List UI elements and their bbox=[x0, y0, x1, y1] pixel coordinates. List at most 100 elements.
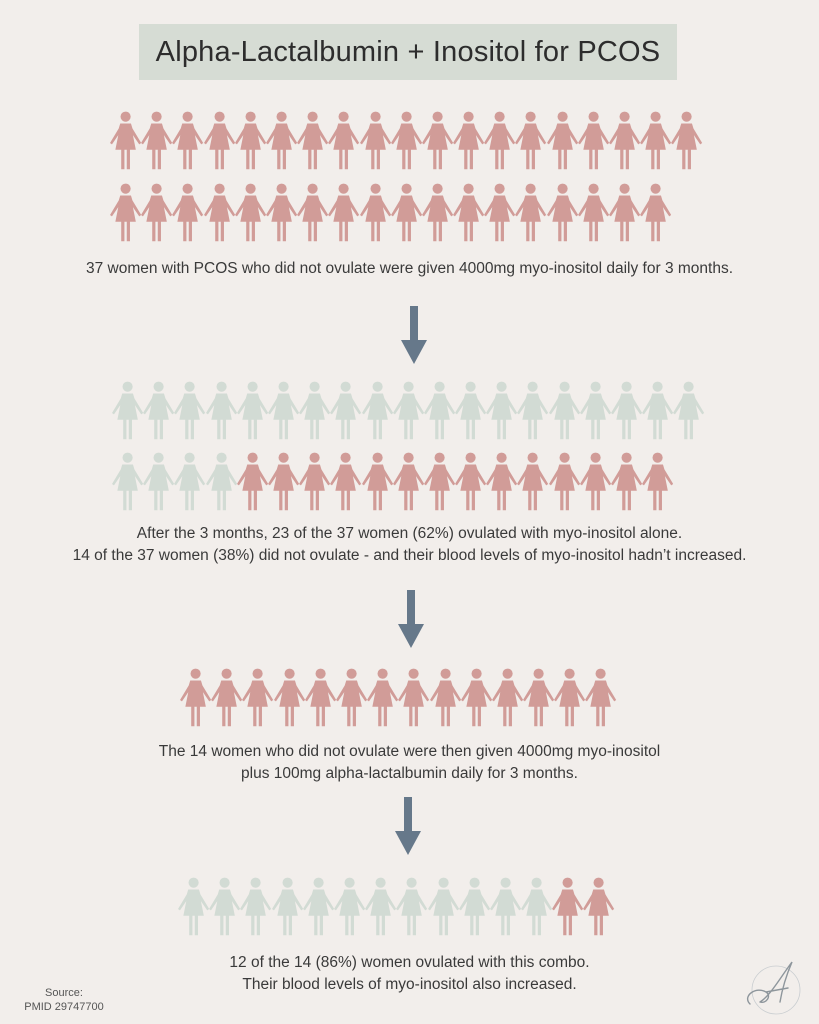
woman-figure-icon bbox=[453, 182, 485, 244]
woman-figure-icon bbox=[521, 876, 553, 938]
woman-figure-icon bbox=[328, 182, 360, 244]
woman-figure-icon bbox=[330, 380, 362, 442]
woman-figure-icon bbox=[523, 667, 555, 729]
woman-figure-icon bbox=[236, 380, 268, 442]
woman-figure-icon bbox=[265, 110, 298, 172]
woman-figure-icon bbox=[297, 110, 329, 172]
woman-figure-icon bbox=[517, 380, 549, 442]
woman-figure-icon bbox=[421, 110, 454, 172]
woman-figure-icon bbox=[365, 876, 397, 938]
figure-row bbox=[112, 451, 674, 513]
woman-figure-icon bbox=[491, 667, 524, 729]
arrow-down-icon bbox=[395, 797, 421, 855]
woman-figure-icon bbox=[396, 876, 428, 938]
woman-figure-icon bbox=[552, 876, 584, 938]
source-note: Source: PMID 29747700 bbox=[14, 986, 114, 1014]
woman-figure-icon bbox=[577, 110, 609, 172]
figure-row bbox=[178, 876, 615, 938]
woman-figure-icon bbox=[390, 110, 422, 172]
woman-figure-icon bbox=[671, 110, 703, 172]
woman-figure-icon bbox=[174, 451, 206, 513]
woman-figure-icon bbox=[302, 876, 334, 938]
woman-figure-icon bbox=[486, 380, 518, 442]
woman-figure-icon bbox=[299, 380, 331, 442]
woman-figure-icon bbox=[554, 667, 586, 729]
woman-figure-icon bbox=[240, 876, 272, 938]
woman-figure-icon bbox=[583, 876, 615, 938]
figure-row bbox=[112, 380, 705, 442]
woman-figure-icon bbox=[172, 110, 204, 172]
woman-figure-icon bbox=[673, 380, 705, 442]
woman-figure-icon bbox=[611, 380, 643, 442]
woman-figure-icon bbox=[234, 110, 266, 172]
woman-figure-icon bbox=[611, 451, 643, 513]
figure-row bbox=[110, 182, 672, 244]
woman-figure-icon bbox=[361, 451, 393, 513]
source-label: Source: bbox=[45, 987, 83, 999]
woman-figure-icon bbox=[609, 182, 641, 244]
woman-figure-icon bbox=[297, 182, 329, 244]
caption-line: 14 of the 37 women (38%) did not ovulate… bbox=[72, 547, 747, 564]
woman-figure-icon bbox=[178, 876, 210, 938]
woman-figure-icon bbox=[267, 380, 300, 442]
woman-figure-icon bbox=[489, 876, 522, 938]
caption-line: After the 3 months, 23 of the 37 women (… bbox=[136, 525, 683, 542]
woman-figure-icon bbox=[517, 451, 549, 513]
woman-figure-icon bbox=[367, 667, 399, 729]
woman-figure-icon bbox=[484, 182, 516, 244]
caption-line: plus 100mg alpha-lactalbumin daily for 3… bbox=[241, 765, 578, 782]
caption-line: Their blood levels of myo-inositol also … bbox=[242, 976, 577, 993]
caption-line: 37 women with PCOS who did not ovulate w… bbox=[85, 260, 734, 277]
woman-figure-icon bbox=[453, 110, 485, 172]
woman-figure-icon bbox=[460, 667, 492, 729]
woman-figure-icon bbox=[205, 380, 237, 442]
woman-figure-icon bbox=[141, 110, 173, 172]
woman-figure-icon bbox=[640, 182, 672, 244]
woman-figure-icon bbox=[427, 876, 459, 938]
woman-figure-icon bbox=[484, 110, 516, 172]
woman-figure-icon bbox=[236, 451, 268, 513]
woman-figure-icon bbox=[359, 182, 391, 244]
caption-combo-treatment: The 14 women who did not ovulate were th… bbox=[0, 741, 819, 785]
woman-figure-icon bbox=[577, 182, 609, 244]
woman-figure-icon bbox=[423, 380, 456, 442]
woman-figure-icon bbox=[174, 380, 206, 442]
woman-figure-icon bbox=[328, 110, 360, 172]
woman-figure-icon bbox=[299, 451, 331, 513]
woman-figure-icon bbox=[640, 110, 672, 172]
woman-figure-icon bbox=[172, 182, 204, 244]
woman-figure-icon bbox=[143, 451, 175, 513]
woman-figure-icon bbox=[361, 380, 393, 442]
woman-figure-icon bbox=[209, 876, 241, 938]
woman-figure-icon bbox=[579, 380, 611, 442]
woman-figure-icon bbox=[579, 451, 611, 513]
woman-figure-icon bbox=[333, 876, 366, 938]
script-a-logo-icon bbox=[736, 952, 806, 1018]
caption-line: The 14 women who did not ovulate were th… bbox=[158, 743, 661, 760]
woman-figure-icon bbox=[110, 110, 142, 172]
woman-figure-icon bbox=[141, 182, 173, 244]
woman-figure-icon bbox=[390, 182, 422, 244]
woman-figure-icon bbox=[398, 667, 430, 729]
woman-figure-icon bbox=[180, 667, 212, 729]
woman-figure-icon bbox=[234, 182, 266, 244]
woman-figure-icon bbox=[335, 667, 368, 729]
caption-baseline: 37 women with PCOS who did not ovulate w… bbox=[0, 258, 819, 280]
woman-figure-icon bbox=[110, 182, 142, 244]
woman-figure-icon bbox=[458, 876, 490, 938]
caption-line: 12 of the 14 (86%) women ovulated with t… bbox=[229, 954, 590, 971]
woman-figure-icon bbox=[546, 182, 578, 244]
woman-figure-icon bbox=[642, 451, 674, 513]
woman-figure-icon bbox=[423, 451, 456, 513]
source-pmid: PMID 29747700 bbox=[24, 1001, 104, 1013]
woman-figure-icon bbox=[203, 110, 235, 172]
caption-combo-result: 12 of the 14 (86%) women ovulated with t… bbox=[0, 952, 819, 996]
woman-figure-icon bbox=[609, 110, 641, 172]
woman-figure-icon bbox=[455, 451, 487, 513]
woman-figure-icon bbox=[330, 451, 362, 513]
woman-figure-icon bbox=[205, 451, 237, 513]
figure-row bbox=[110, 110, 703, 172]
woman-figure-icon bbox=[642, 380, 674, 442]
woman-figure-icon bbox=[392, 451, 424, 513]
woman-figure-icon bbox=[515, 110, 547, 172]
